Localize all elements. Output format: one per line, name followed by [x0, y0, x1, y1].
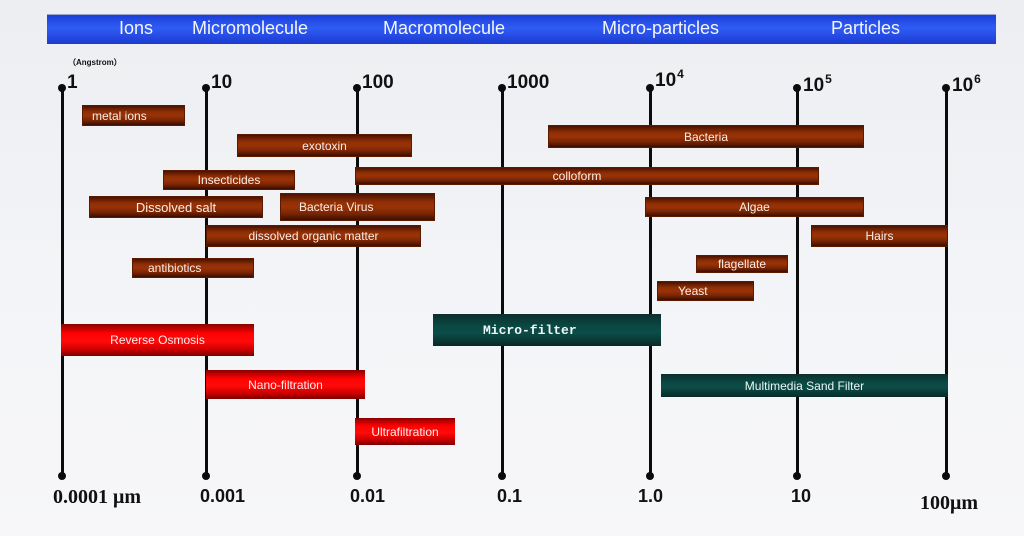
bar-colloform: colloform — [355, 167, 819, 185]
scale-line-100 — [356, 88, 359, 476]
bar-micro-filter: Micro-filter — [433, 314, 661, 346]
scale-dot-bottom — [646, 472, 654, 480]
category-macromolecule: Macromolecule — [383, 18, 506, 38]
scale-dot-top — [646, 84, 654, 92]
micron-label-100: 100μm — [920, 492, 978, 514]
angstrom-label-1e5: 105 — [803, 72, 832, 96]
micron-label-0.0001: 0.0001 μm — [53, 486, 141, 508]
scale-dot-bottom — [793, 472, 801, 480]
scale-line-1000 — [501, 88, 504, 476]
bar-bacteria: Bacteria — [548, 125, 864, 148]
angstrom-label-10: 10 — [211, 72, 233, 93]
bar-dissolved-organic-matter: dissolved organic matter — [206, 225, 421, 247]
scale-dot-top — [793, 84, 801, 92]
scale-dot-bottom — [942, 472, 950, 480]
scale-line-1e4 — [649, 88, 652, 476]
bar-exotoxin: exotoxin — [237, 134, 412, 157]
scale-dot-bottom — [498, 472, 506, 480]
scale-line-1e6 — [945, 88, 948, 476]
micron-label-1.0: 1.0 — [638, 486, 664, 506]
bar-bacteria-virus: Bacteria Virus — [280, 193, 435, 221]
scale-dot-top — [353, 84, 361, 92]
category-ions: Ions — [119, 18, 154, 38]
micron-label-0.001: 0.001 — [200, 486, 246, 506]
bar-metal-ions: metal ions — [82, 105, 185, 126]
scale-line-1e5 — [796, 88, 799, 476]
category-particles: Particles — [831, 18, 901, 38]
scale-dot-bottom — [202, 472, 210, 480]
bar-insecticides: Insecticides — [163, 170, 295, 190]
bar-multimedia-sand-filter: Multimedia Sand Filter — [661, 374, 948, 397]
size-category-band: Ions Micromolecule Macromolecule Micro-p… — [47, 14, 996, 44]
scale-line-1 — [61, 88, 64, 476]
bar-algae: Algae — [645, 197, 864, 217]
scale-dot-bottom — [58, 472, 66, 480]
angstrom-label-100: 100 — [362, 72, 394, 93]
scale-dot-top — [942, 84, 950, 92]
angstrom-label-1: 1 — [67, 72, 78, 93]
micron-label-0.1: 0.1 — [497, 486, 523, 506]
bar-yeast: Yeast — [657, 281, 754, 301]
category-micromolecule: Micromolecule — [192, 18, 309, 38]
angstrom-unit-note: （Angstrom） — [68, 58, 122, 67]
category-micro-particles: Micro-particles — [602, 18, 720, 38]
scale-dot-bottom — [353, 472, 361, 480]
scale-dot-top — [58, 84, 66, 92]
scale-dot-top — [498, 84, 506, 92]
bar-ultrafiltration: Ultrafiltration — [355, 418, 455, 445]
angstrom-label-1e6: 106 — [952, 72, 981, 96]
scale-dot-top — [202, 84, 210, 92]
bar-hairs: Hairs — [811, 225, 948, 247]
bar-dissolved-salt: Dissolved salt — [89, 196, 263, 218]
micron-label-10: 10 — [791, 486, 812, 506]
bar-flagellate: flagellate — [696, 255, 788, 273]
bar-reverse-osmosis: Reverse Osmosis — [61, 324, 254, 356]
scale-line-10 — [205, 88, 208, 476]
angstrom-label-1000: 1000 — [507, 72, 550, 93]
bar-nano-filtration: Nano-filtration — [206, 370, 365, 399]
bar-antibiotics: antibiotics — [132, 258, 254, 278]
angstrom-label-1e4: 104 — [655, 67, 684, 91]
micron-label-0.01: 0.01 — [350, 486, 386, 506]
